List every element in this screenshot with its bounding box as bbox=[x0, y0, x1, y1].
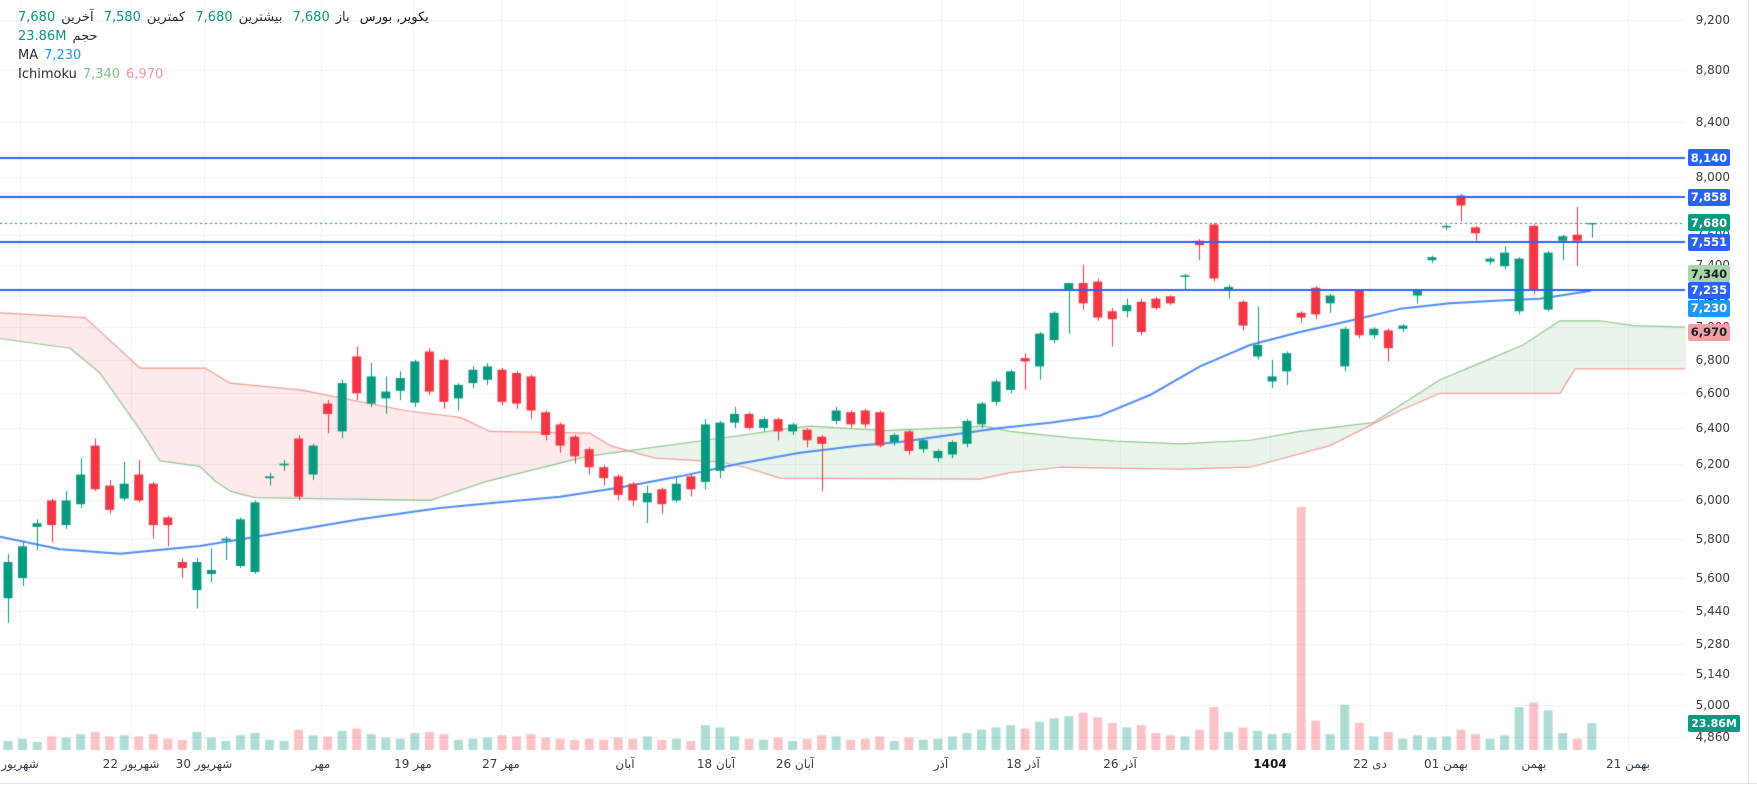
price-badge-7235: 7,235 bbox=[1688, 281, 1730, 299]
price-badge-7551: 7,551 bbox=[1688, 233, 1730, 251]
legend-ohlc-row: یکویر, بورس باز 7,680 بیشترین 7,680 کمترین… bbox=[15, 8, 432, 27]
last-value: 7,680 bbox=[18, 10, 56, 25]
date-tick-label: مهر bbox=[311, 757, 331, 771]
price-tick-label: 5,140 bbox=[1695, 667, 1730, 682]
date-tick-label: 22 شهریور bbox=[102, 757, 160, 771]
date-tick-label: 21 بهمن bbox=[1605, 757, 1651, 771]
price-badge-8140: 8,140 bbox=[1688, 149, 1730, 167]
date-tick-label: 27 مهر bbox=[482, 757, 520, 771]
date-tick-label: شهریور bbox=[1, 757, 39, 771]
date-tick-label: آذر bbox=[933, 757, 949, 771]
ichimoku-senkou-b-value: 6,970 bbox=[126, 67, 164, 82]
price-tick-label: 6,000 bbox=[1695, 493, 1730, 508]
axis-bottom-border bbox=[0, 783, 1757, 784]
date-tick-label: 18 آبان bbox=[696, 757, 736, 771]
last-label: آخرین bbox=[61, 10, 94, 25]
date-tick-label: 30 شهریور bbox=[175, 757, 233, 771]
date-tick-label: 26 آبان bbox=[775, 757, 815, 771]
price-badge-7230: 7,230 bbox=[1688, 299, 1730, 317]
date-tick-label: 19 مهر bbox=[394, 757, 432, 771]
date-tick-label: آبان bbox=[615, 757, 635, 771]
axis-right-border bbox=[1748, 0, 1749, 783]
price-tick-label: 4,860 bbox=[1695, 730, 1730, 745]
price-tick-label: 5,600 bbox=[1695, 570, 1730, 585]
legend-ichimoku-row: Ichimoku 7,340 6,970 bbox=[15, 65, 432, 84]
ma-value: 7,230 bbox=[44, 48, 82, 63]
price-tick-label: 6,200 bbox=[1695, 456, 1730, 471]
volume-label: حجم bbox=[72, 29, 98, 44]
date-tick-label: بهمن bbox=[1521, 757, 1547, 771]
time-axis[interactable]: شهریور 22 شهریور 30 شهریور مهر 19 مهر 27 مهر آ… bbox=[0, 750, 1685, 783]
date-tick-label: 1404 bbox=[1253, 757, 1287, 771]
price-badge-6970: 6,970 bbox=[1688, 323, 1730, 341]
price-axis[interactable]: 9,2008,8008,4008,0007,6007,4007,2007,000… bbox=[1685, 0, 1757, 783]
price-tick-label: 8,000 bbox=[1695, 170, 1730, 185]
high-value: 7,680 bbox=[195, 10, 233, 25]
price-tick-label: 9,200 bbox=[1695, 13, 1730, 27]
ichimoku-label: Ichimoku bbox=[18, 67, 77, 82]
price-tick-label: 8,400 bbox=[1695, 115, 1730, 130]
symbol-name: یکویر, بورس bbox=[359, 10, 429, 25]
price-tick-label: 5,800 bbox=[1695, 531, 1730, 546]
price-tick-label: 8,800 bbox=[1695, 62, 1730, 77]
ichimoku-senkou-a-value: 7,340 bbox=[82, 67, 121, 82]
low-label: کمترین bbox=[146, 10, 186, 25]
date-tick-label: 26 آذر bbox=[1103, 757, 1137, 771]
chart-legend[interactable]: یکویر, بورس باز 7,680 بیشترین 7,680 کمترین… bbox=[15, 8, 432, 84]
price-tick-label: 6,400 bbox=[1695, 420, 1730, 435]
open-value: 7,680 bbox=[292, 10, 330, 25]
volume-value: 23.86M bbox=[18, 29, 67, 44]
price-tick-label: 5,280 bbox=[1695, 637, 1730, 652]
date-tick-label: 18 آذر bbox=[1006, 757, 1040, 771]
price-tick-label: 5,440 bbox=[1695, 603, 1730, 618]
open-label: باز bbox=[335, 10, 350, 25]
price-tick-label: 5,000 bbox=[1695, 698, 1730, 713]
low-value: 7,580 bbox=[103, 10, 141, 25]
date-tick-label: 22 دی bbox=[1353, 757, 1387, 771]
legend-ma-row: MA 7,230 bbox=[15, 46, 432, 65]
high-label: بیشترین bbox=[238, 10, 283, 25]
price-badge-7340: 7,340 bbox=[1688, 265, 1730, 283]
price-badge-7858: 7,858 bbox=[1688, 188, 1730, 206]
price-badge-7680: 7,680 bbox=[1688, 214, 1730, 232]
price-tick-label: 6,600 bbox=[1695, 386, 1730, 401]
legend-volume-row: حجم 23.86M bbox=[15, 27, 432, 46]
volume-badge: 23.86M bbox=[1688, 714, 1740, 732]
price-tick-label: 6,800 bbox=[1695, 352, 1730, 367]
date-tick-label: 01 بهمن bbox=[1423, 757, 1469, 771]
ma-label: MA bbox=[18, 48, 39, 63]
